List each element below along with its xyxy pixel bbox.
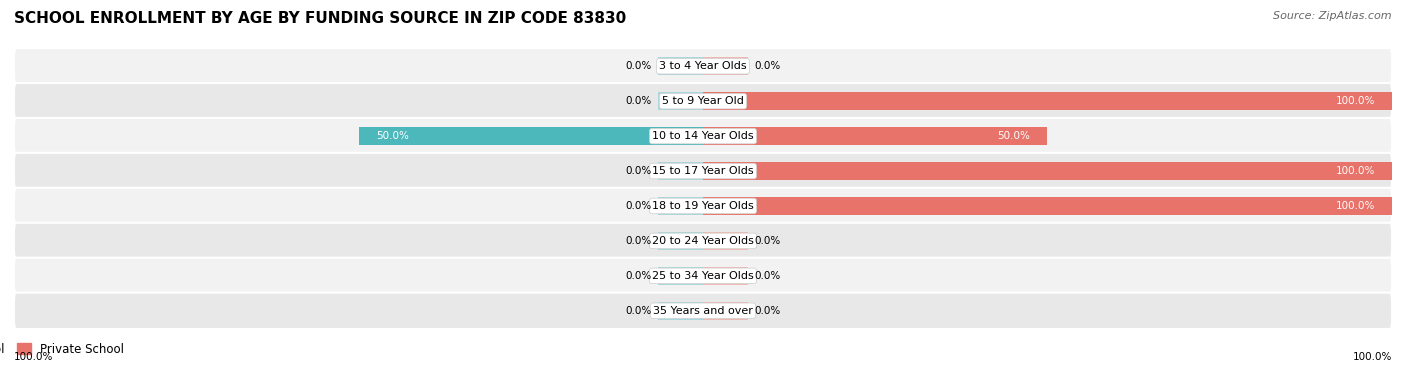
- Bar: [658, 302, 703, 320]
- Text: 100.0%: 100.0%: [1353, 352, 1392, 362]
- Bar: [703, 302, 748, 320]
- Text: 3 to 4 Year Olds: 3 to 4 Year Olds: [659, 61, 747, 71]
- Bar: [359, 127, 703, 145]
- Text: 35 Years and over: 35 Years and over: [652, 306, 754, 316]
- Text: 100.0%: 100.0%: [1336, 96, 1375, 106]
- Text: 10 to 14 Year Olds: 10 to 14 Year Olds: [652, 131, 754, 141]
- FancyBboxPatch shape: [14, 118, 1392, 154]
- Bar: [703, 92, 1392, 110]
- Text: 0.0%: 0.0%: [755, 306, 780, 316]
- Text: 0.0%: 0.0%: [755, 236, 780, 246]
- Text: 0.0%: 0.0%: [626, 271, 651, 281]
- Text: 18 to 19 Year Olds: 18 to 19 Year Olds: [652, 201, 754, 211]
- Bar: [658, 232, 703, 250]
- Text: 0.0%: 0.0%: [626, 166, 651, 176]
- Bar: [703, 232, 748, 250]
- FancyBboxPatch shape: [14, 223, 1392, 259]
- Text: 0.0%: 0.0%: [626, 96, 651, 106]
- Text: 25 to 34 Year Olds: 25 to 34 Year Olds: [652, 271, 754, 281]
- Text: 0.0%: 0.0%: [626, 61, 651, 71]
- Text: 20 to 24 Year Olds: 20 to 24 Year Olds: [652, 236, 754, 246]
- Bar: [703, 127, 1047, 145]
- Text: 0.0%: 0.0%: [626, 236, 651, 246]
- Text: 0.0%: 0.0%: [755, 61, 780, 71]
- Text: 100.0%: 100.0%: [1336, 166, 1375, 176]
- FancyBboxPatch shape: [14, 83, 1392, 119]
- Text: 0.0%: 0.0%: [626, 201, 651, 211]
- Text: SCHOOL ENROLLMENT BY AGE BY FUNDING SOURCE IN ZIP CODE 83830: SCHOOL ENROLLMENT BY AGE BY FUNDING SOUR…: [14, 11, 626, 26]
- Text: 50.0%: 50.0%: [375, 131, 409, 141]
- Text: 0.0%: 0.0%: [626, 306, 651, 316]
- Text: 0.0%: 0.0%: [755, 271, 780, 281]
- Text: 100.0%: 100.0%: [1336, 201, 1375, 211]
- Bar: [658, 92, 703, 110]
- Bar: [703, 162, 1392, 180]
- Bar: [703, 57, 748, 75]
- FancyBboxPatch shape: [14, 188, 1392, 224]
- Bar: [658, 57, 703, 75]
- Text: 100.0%: 100.0%: [14, 352, 53, 362]
- FancyBboxPatch shape: [14, 48, 1392, 84]
- Text: Source: ZipAtlas.com: Source: ZipAtlas.com: [1274, 11, 1392, 21]
- Text: 5 to 9 Year Old: 5 to 9 Year Old: [662, 96, 744, 106]
- Bar: [658, 162, 703, 180]
- Bar: [703, 197, 1392, 215]
- Text: 50.0%: 50.0%: [997, 131, 1031, 141]
- Bar: [703, 267, 748, 285]
- Bar: [658, 197, 703, 215]
- Text: 15 to 17 Year Olds: 15 to 17 Year Olds: [652, 166, 754, 176]
- Bar: [658, 267, 703, 285]
- FancyBboxPatch shape: [14, 258, 1392, 294]
- Legend: Public School, Private School: Public School, Private School: [0, 338, 129, 360]
- FancyBboxPatch shape: [14, 293, 1392, 329]
- FancyBboxPatch shape: [14, 153, 1392, 189]
